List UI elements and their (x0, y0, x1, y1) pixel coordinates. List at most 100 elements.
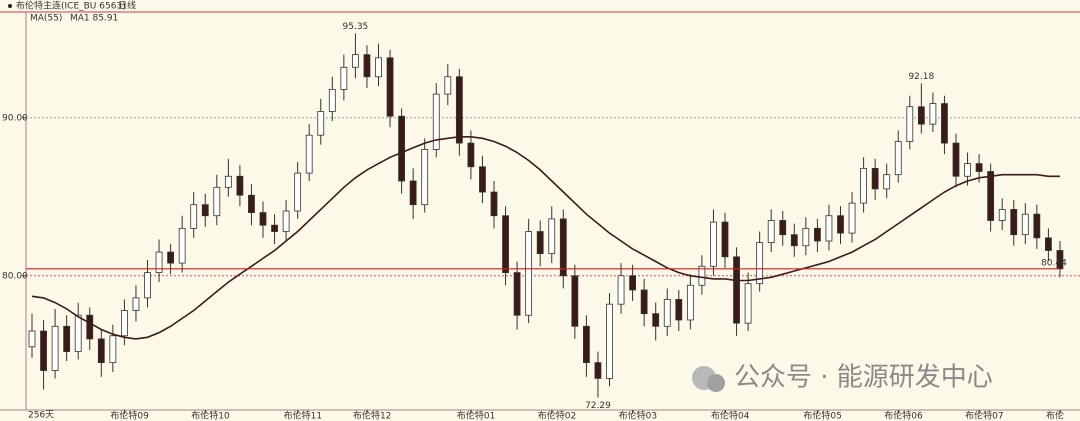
candle-body (721, 221, 729, 258)
x-tick-label: 布伦特04 (711, 410, 750, 421)
candle-body (40, 330, 47, 371)
candle-body (987, 171, 995, 221)
last-price-label: 80.44 (1041, 258, 1067, 268)
candle-body (964, 163, 971, 177)
candle-body (409, 180, 417, 206)
candle-body (998, 209, 1006, 221)
candle-body (710, 221, 717, 267)
candle-body (686, 284, 694, 321)
x-tick-label: 布伦特01 (457, 410, 495, 421)
candle-body (825, 215, 833, 242)
candle-body (548, 218, 556, 255)
candle-body (871, 167, 879, 190)
candle-body (1021, 213, 1029, 236)
candle-body (317, 111, 325, 136)
bullet (8, 4, 12, 8)
candle-body (640, 289, 648, 315)
candle-body (155, 251, 163, 273)
candle-body (698, 265, 706, 286)
candle-body (132, 297, 140, 311)
candle-body (121, 310, 128, 337)
x-tick-label: 布伦特07 (965, 410, 1003, 421)
candle-body (444, 76, 452, 95)
candle-body (213, 186, 221, 217)
candle-body (282, 210, 290, 232)
y-tick-label: 80.00 (2, 271, 28, 281)
indicator: MA(55) (30, 14, 62, 24)
candle-body (733, 256, 740, 324)
candle-body (860, 167, 867, 204)
range-label: 256天 (28, 411, 54, 421)
candle-body (975, 163, 983, 172)
candle-body (305, 134, 313, 174)
chart-title: 布伦特主连(ICE_BU 6563) (16, 0, 126, 12)
candle-body (571, 275, 579, 327)
candle-body (28, 330, 36, 348)
candle-body (617, 275, 625, 305)
candle-body (1010, 209, 1018, 236)
candle-body (386, 57, 394, 117)
candle-body (328, 88, 336, 112)
candle-body (848, 202, 856, 234)
candle-body (432, 93, 440, 150)
candle-body (375, 57, 382, 78)
x-tick-label: 布伦特05 (803, 410, 841, 421)
candle-body (917, 106, 925, 125)
high-label: 95.35 (343, 22, 369, 32)
candle-body (109, 335, 117, 364)
candle-body (398, 115, 406, 182)
candle-body (178, 227, 186, 264)
y-tick-label: 90.00 (2, 113, 28, 123)
candle-body (675, 299, 683, 321)
candle-body (190, 204, 198, 229)
candle-body (201, 204, 209, 217)
candle-body (294, 172, 302, 212)
candle-body (86, 314, 94, 340)
candle-body (929, 103, 937, 125)
x-tick-label: 布伦特03 (619, 410, 657, 421)
x-tick-label: 布伦 (1046, 410, 1064, 421)
candle-body (790, 234, 798, 247)
candle-body (779, 220, 787, 236)
candle-body (629, 275, 636, 291)
candle-body (363, 54, 371, 78)
x-tick-label: 布伦特09 (110, 410, 149, 421)
candle-body (802, 227, 810, 247)
candle-body (248, 194, 255, 213)
candle-body (224, 175, 232, 188)
candle-body (583, 325, 590, 364)
candle-body (756, 242, 764, 285)
period[interactable]: 日线 (118, 0, 136, 12)
candle-body (906, 106, 914, 142)
candle-body (883, 174, 891, 190)
ma-line (31, 136, 1060, 340)
candle-body (894, 141, 902, 176)
x-tick-label: 布伦特10 (191, 410, 230, 421)
candle-body (467, 142, 475, 168)
x-tick-label: 布伦特11 (284, 410, 322, 421)
watermark: 公众号 · 能源研发中心 (734, 363, 993, 393)
watermark-icon (692, 366, 725, 392)
x-tick-label: 布伦特12 (353, 410, 391, 421)
candle-body (236, 175, 244, 196)
candle-body (594, 362, 602, 379)
candle-body (941, 103, 948, 144)
candle-body (814, 227, 821, 242)
local-high-label: 92.18 (908, 72, 934, 82)
candle-body (74, 314, 82, 352)
candle-body (536, 231, 544, 255)
candle-body (559, 218, 567, 277)
candle-body (606, 303, 613, 379)
candle-body (1033, 213, 1041, 239)
candle-body (63, 325, 71, 352)
candle-body (51, 325, 59, 371)
candle-body (663, 299, 671, 327)
candle-body (259, 212, 267, 226)
candle-body (351, 54, 359, 68)
candle-body (479, 166, 486, 193)
x-tick-label: 布伦特06 (884, 410, 923, 421)
candle-body (421, 149, 429, 206)
candle-body (144, 272, 151, 299)
candle-body (340, 66, 348, 90)
